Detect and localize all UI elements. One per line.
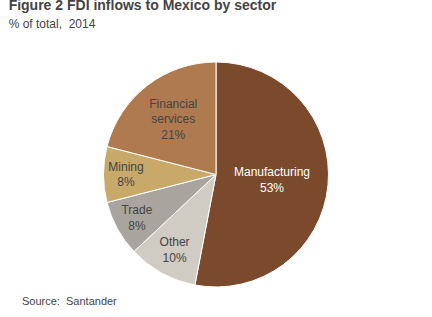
svg-text:Other10%: Other10% <box>160 235 190 265</box>
svg-text:Source: Santander: Source: Santander <box>22 295 117 307</box>
svg-text:Mining8%: Mining8% <box>108 160 143 190</box>
svg-text:Trade8%: Trade8% <box>121 203 152 233</box>
svg-text:Financialservices21%: Financialservices21% <box>149 97 197 142</box>
svg-text:Figure 2 FDI inflows to Mexico: Figure 2 FDI inflows to Mexico by sector… <box>9 0 277 31</box>
svg-text:Manufacturing53%: Manufacturing53% <box>234 165 310 195</box>
